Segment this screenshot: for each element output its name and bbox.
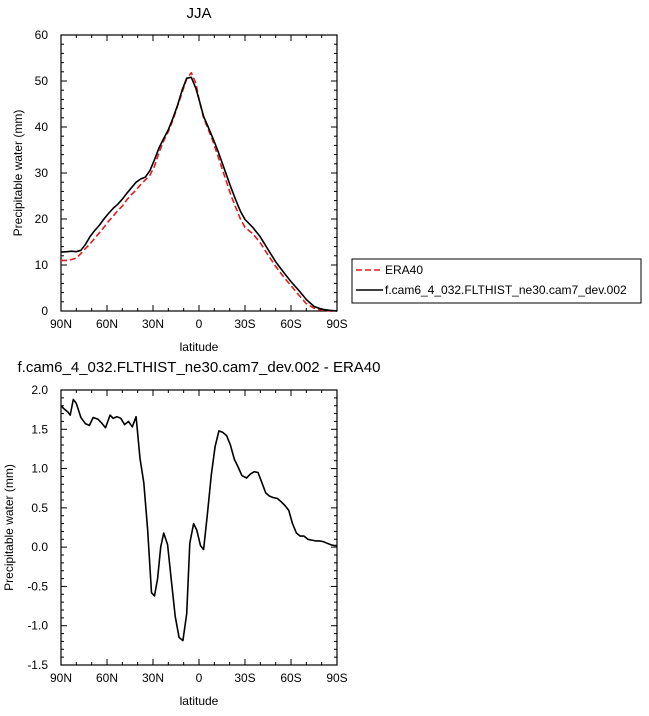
- y-tick-label: -1.5: [27, 658, 48, 672]
- series-line-model: [60, 76, 338, 312]
- y-tick-label: 40: [35, 120, 49, 134]
- x-tick-label: 60N: [96, 317, 118, 331]
- x-tick-label: 60S: [280, 317, 301, 331]
- y-axis-label: Precipitable water (mm): [2, 464, 16, 591]
- bottom-panel: f.cam6_4_032.FLTHIST_ne30.cam7_dev.002 -…: [2, 359, 380, 708]
- y-tick-label: 50: [35, 74, 49, 88]
- x-tick-label: 0: [196, 671, 203, 685]
- top-panel: JJA 90N 60N 30N 0 30S 60S 90S 0 10 20 30 40 50 60 latit…: [11, 5, 348, 354]
- x-tick-label: 30S: [234, 671, 255, 685]
- y-tick-label: 1.5: [31, 422, 48, 436]
- y-tick-label: 20: [35, 212, 49, 226]
- x-tick-label: 60S: [280, 671, 301, 685]
- x-tick-label: 90N: [50, 671, 72, 685]
- y-tick-label: -1.0: [27, 619, 48, 633]
- y-tick-label: 10: [35, 258, 49, 272]
- plot-frame: [60, 34, 338, 312]
- x-tick-label: 60N: [96, 671, 118, 685]
- legend-box: [351, 258, 642, 304]
- x-axis-label: latitude: [180, 694, 219, 708]
- y-tick-label: 0: [41, 304, 48, 318]
- series-line-era40: [61, 71, 338, 312]
- chart-title: JJA: [186, 5, 211, 22]
- x-tick-label: 0: [196, 317, 203, 331]
- x-tick-label: 30N: [142, 671, 164, 685]
- x-tick-label: 90N: [50, 317, 72, 331]
- legend: ERA40 f.cam6_4_032.FLTHIST_ne30.cam7_dev.…: [351, 258, 642, 304]
- legend-entry-label: f.cam6_4_032.FLTHIST_ne30.cam7_dev.002: [385, 283, 627, 297]
- y-tick-label: -0.5: [27, 579, 48, 593]
- y-tick-label: 0.5: [31, 501, 48, 515]
- y-tick-label: 30: [35, 166, 49, 180]
- legend-entry-label: ERA40: [385, 263, 423, 277]
- x-tick-label: 30S: [234, 317, 255, 331]
- y-tick-label: 0.0: [31, 540, 48, 554]
- y-axis-label: Precipitable water (mm): [11, 110, 25, 237]
- y-tick-label: 1.0: [31, 462, 48, 476]
- x-axis-label: latitude: [180, 340, 219, 354]
- y-tick-label: 60: [35, 28, 49, 42]
- x-tick-label: 90S: [326, 671, 347, 685]
- chart-title: f.cam6_4_032.FLTHIST_ne30.cam7_dev.002 -…: [18, 359, 381, 376]
- x-tick-label: 30N: [142, 317, 164, 331]
- difference-line: [60, 398, 337, 642]
- plot-frame: [60, 389, 338, 666]
- y-tick-label: 2.0: [31, 383, 48, 397]
- x-tick-label: 90S: [326, 317, 347, 331]
